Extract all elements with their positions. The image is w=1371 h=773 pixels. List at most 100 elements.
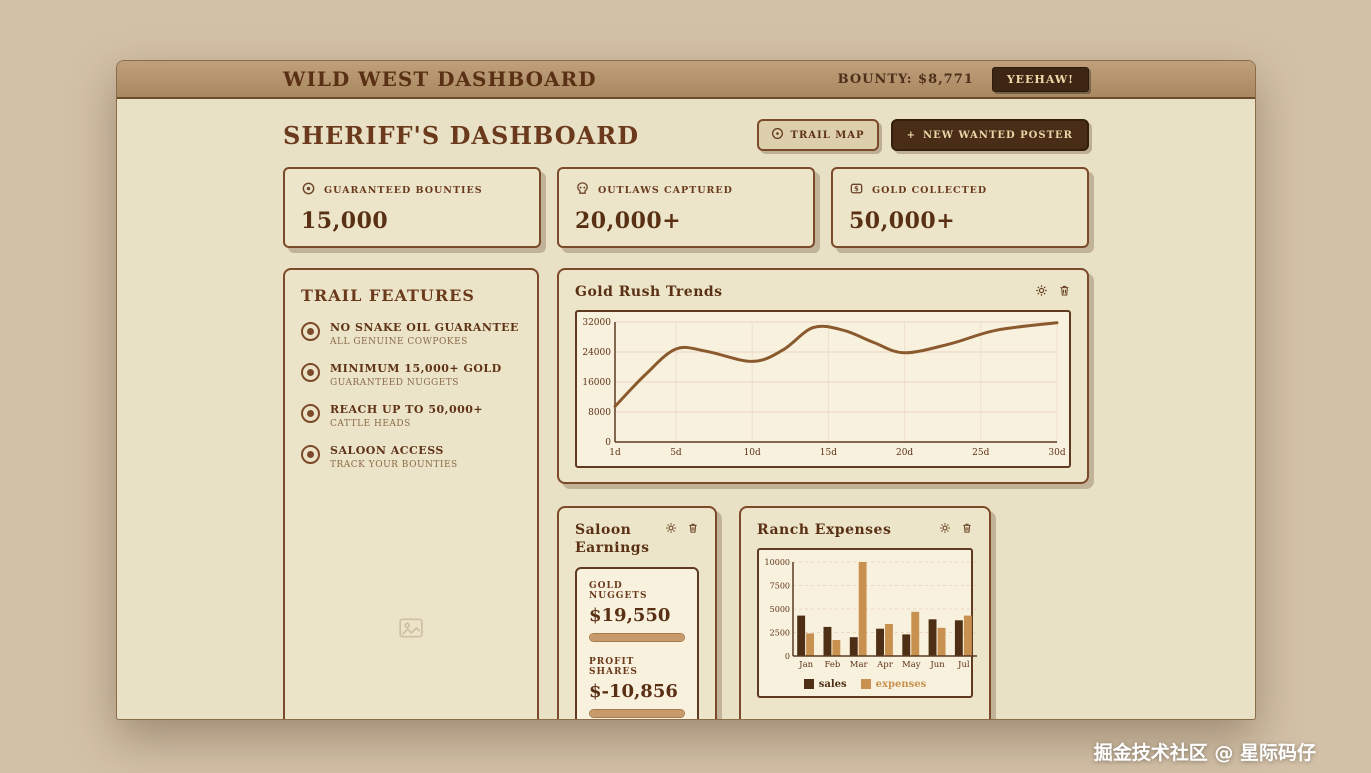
svg-text:Jun: Jun <box>929 660 945 670</box>
svg-text:16000: 16000 <box>582 378 611 388</box>
plus-icon: + <box>906 129 916 141</box>
feature-badge-icon <box>301 363 320 382</box>
svg-text:0: 0 <box>785 652 790 661</box>
metric-value: $19,550 <box>589 605 671 626</box>
right-column: Gold Rush Trends 1d 5d 10d 15d 20d 25d 30d 0 800… <box>557 268 1089 719</box>
trail-item-subtitle: ALL GENUINE COWPOKES <box>330 337 468 347</box>
legend-label: expenses <box>875 678 927 690</box>
stat-label: GUARANTEED BOUNTIES <box>324 185 483 196</box>
ranch-expenses-bar-chart: 0 2500 5000 7500 10000 Jan Feb Mar Apr May Jun Jul <box>765 558 977 670</box>
list-item: SALOON ACCESS TRACK YOUR BOUNTIES <box>301 444 521 470</box>
badge-target-icon <box>301 181 316 200</box>
feature-badge-icon <box>301 404 320 423</box>
svg-text:Mar: Mar <box>850 660 869 670</box>
svg-text:10000: 10000 <box>765 558 790 567</box>
stat-card-gold: $ GOLD COLLECTED 50,000+ <box>831 167 1089 248</box>
trail-item-subtitle: TRACK YOUR BOUNTIES <box>330 460 458 470</box>
ranch-expenses-card: Ranch Expenses 0 2500 5000 <box>739 506 991 719</box>
progress-bar <box>589 633 685 642</box>
stat-value: 20,000+ <box>575 208 682 234</box>
stat-value: 50,000+ <box>849 208 956 234</box>
svg-text:30d: 30d <box>1048 448 1065 458</box>
svg-text:25d: 25d <box>972 448 989 458</box>
bounty-label: BOUNTY: $8,771 <box>837 71 974 87</box>
trail-item-subtitle: CATTLE HEADS <box>330 419 411 429</box>
metric-profit-shares: PROFIT SHARES $-10,856 <box>589 657 685 718</box>
svg-text:$: $ <box>854 184 859 193</box>
gear-icon[interactable] <box>665 522 677 534</box>
dashboard-window: WILD WEST DASHBOARD BOUNTY: $8,771 YEEHA… <box>116 60 1256 720</box>
svg-text:32000: 32000 <box>582 318 611 328</box>
trail-map-label: TRAIL MAP <box>790 129 865 141</box>
gold-rush-line-chart: 1d 5d 10d 15d 20d 25d 30d 0 8000 16000 24000 32000 <box>582 318 1065 458</box>
svg-text:8000: 8000 <box>588 408 611 418</box>
legend-item-sales: sales <box>803 678 847 690</box>
svg-text:Jul: Jul <box>957 660 970 670</box>
svg-text:0: 0 <box>605 438 611 448</box>
yeehaw-button[interactable]: YEEHAW! <box>991 66 1089 92</box>
legend-swatch <box>860 679 871 689</box>
stat-card-bounties: GUARANTEED BOUNTIES 15,000 <box>283 167 541 248</box>
trash-icon[interactable] <box>1058 284 1071 297</box>
svg-text:20d: 20d <box>896 448 913 458</box>
metric-gold-nuggets: GOLD NUGGETS $19,550 <box>589 581 685 642</box>
legend-item-expenses: expenses <box>860 678 927 690</box>
main-row: TRAIL FEATURES NO SNAKE OIL GUARANTEE AL… <box>283 268 1089 719</box>
compass-icon <box>771 127 784 143</box>
metric-value: $-10,856 <box>589 681 678 702</box>
window-title: WILD WEST DASHBOARD <box>283 67 597 91</box>
stats-row: GUARANTEED BOUNTIES 15,000 OUTLAWS CAPTU… <box>283 167 1089 248</box>
stat-value: 15,000 <box>301 208 389 234</box>
metric-label: PROFIT SHARES <box>589 657 638 677</box>
new-wanted-poster-button[interactable]: + NEW WANTED POSTER <box>890 119 1089 151</box>
trail-item-title: NO SNAKE OIL GUARANTEE <box>330 321 519 334</box>
chart-title: Ranch Expenses <box>757 522 892 538</box>
saloon-metrics-box: GOLD NUGGETS $19,550 PROFIT SHARES $-10,… <box>575 567 699 719</box>
page-title: SHERIFF'S DASHBOARD <box>283 120 640 150</box>
new-wanted-poster-label: NEW WANTED POSTER <box>922 129 1073 141</box>
gold-coin-icon: $ <box>849 181 864 200</box>
trash-icon[interactable] <box>687 522 699 534</box>
feature-badge-icon <box>301 322 320 341</box>
list-item: MINIMUM 15,000+ GOLD GUARANTEED NUGGETS <box>301 362 521 388</box>
titlebar: WILD WEST DASHBOARD BOUNTY: $8,771 YEEHA… <box>117 61 1255 99</box>
trail-item-subtitle: GUARANTEED NUGGETS <box>330 378 459 388</box>
feature-badge-icon <box>301 445 320 464</box>
trail-item-title: REACH UP TO 50,000+ <box>330 403 484 416</box>
saloon-earnings-card: Saloon Earnings <box>557 506 717 719</box>
list-item: NO SNAKE OIL GUARANTEE ALL GENUINE COWPO… <box>301 321 521 347</box>
svg-text:7500: 7500 <box>770 582 790 591</box>
svg-text:May: May <box>902 660 921 670</box>
trail-features-panel: TRAIL FEATURES NO SNAKE OIL GUARANTEE AL… <box>283 268 539 719</box>
trail-item-title: SALOON ACCESS <box>330 444 444 457</box>
svg-text:2500: 2500 <box>770 629 790 638</box>
legend-label: sales <box>818 678 847 690</box>
svg-text:5d: 5d <box>670 448 682 458</box>
svg-text:Feb: Feb <box>824 660 840 670</box>
content-area: SHERIFF'S DASHBOARD TRAIL MAP + NEW WANT… <box>283 99 1089 719</box>
list-item: REACH UP TO 50,000+ CATTLE HEADS <box>301 403 521 429</box>
gold-rush-trends-card: Gold Rush Trends 1d 5d 10d 15d 20d 25d 30d 0 800… <box>557 268 1089 484</box>
trail-map-button[interactable]: TRAIL MAP <box>756 119 879 151</box>
trail-item-title: MINIMUM 15,000+ GOLD <box>330 362 502 375</box>
trash-icon[interactable] <box>961 522 973 534</box>
gear-icon[interactable] <box>1035 284 1048 297</box>
svg-text:5000: 5000 <box>770 605 790 614</box>
watermark-text: 掘金技术社区 @ 星际码仔 <box>1093 742 1316 764</box>
gear-icon[interactable] <box>939 522 951 534</box>
svg-text:Apr: Apr <box>876 660 894 670</box>
trail-features-title: TRAIL FEATURES <box>301 286 475 305</box>
stat-card-outlaws: OUTLAWS CAPTURED 20,000+ <box>557 167 815 248</box>
chart-legend: sales expenses <box>763 676 967 692</box>
metric-label: GOLD NUGGETS <box>589 581 648 601</box>
svg-text:Jan: Jan <box>798 660 813 670</box>
legend-swatch <box>803 679 814 689</box>
chart-title: Gold Rush Trends <box>575 284 723 300</box>
page-header: SHERIFF'S DASHBOARD TRAIL MAP + NEW WANT… <box>283 117 1089 153</box>
bar-chart-box: 0 2500 5000 7500 10000 Jan Feb Mar Apr May Jun Jul … <box>757 548 977 698</box>
skull-icon <box>575 181 590 200</box>
stat-label: OUTLAWS CAPTURED <box>598 185 733 196</box>
svg-text:24000: 24000 <box>582 348 611 358</box>
bottom-row: Saloon Earnings <box>557 506 1089 719</box>
image-placeholder-icon <box>398 615 424 645</box>
